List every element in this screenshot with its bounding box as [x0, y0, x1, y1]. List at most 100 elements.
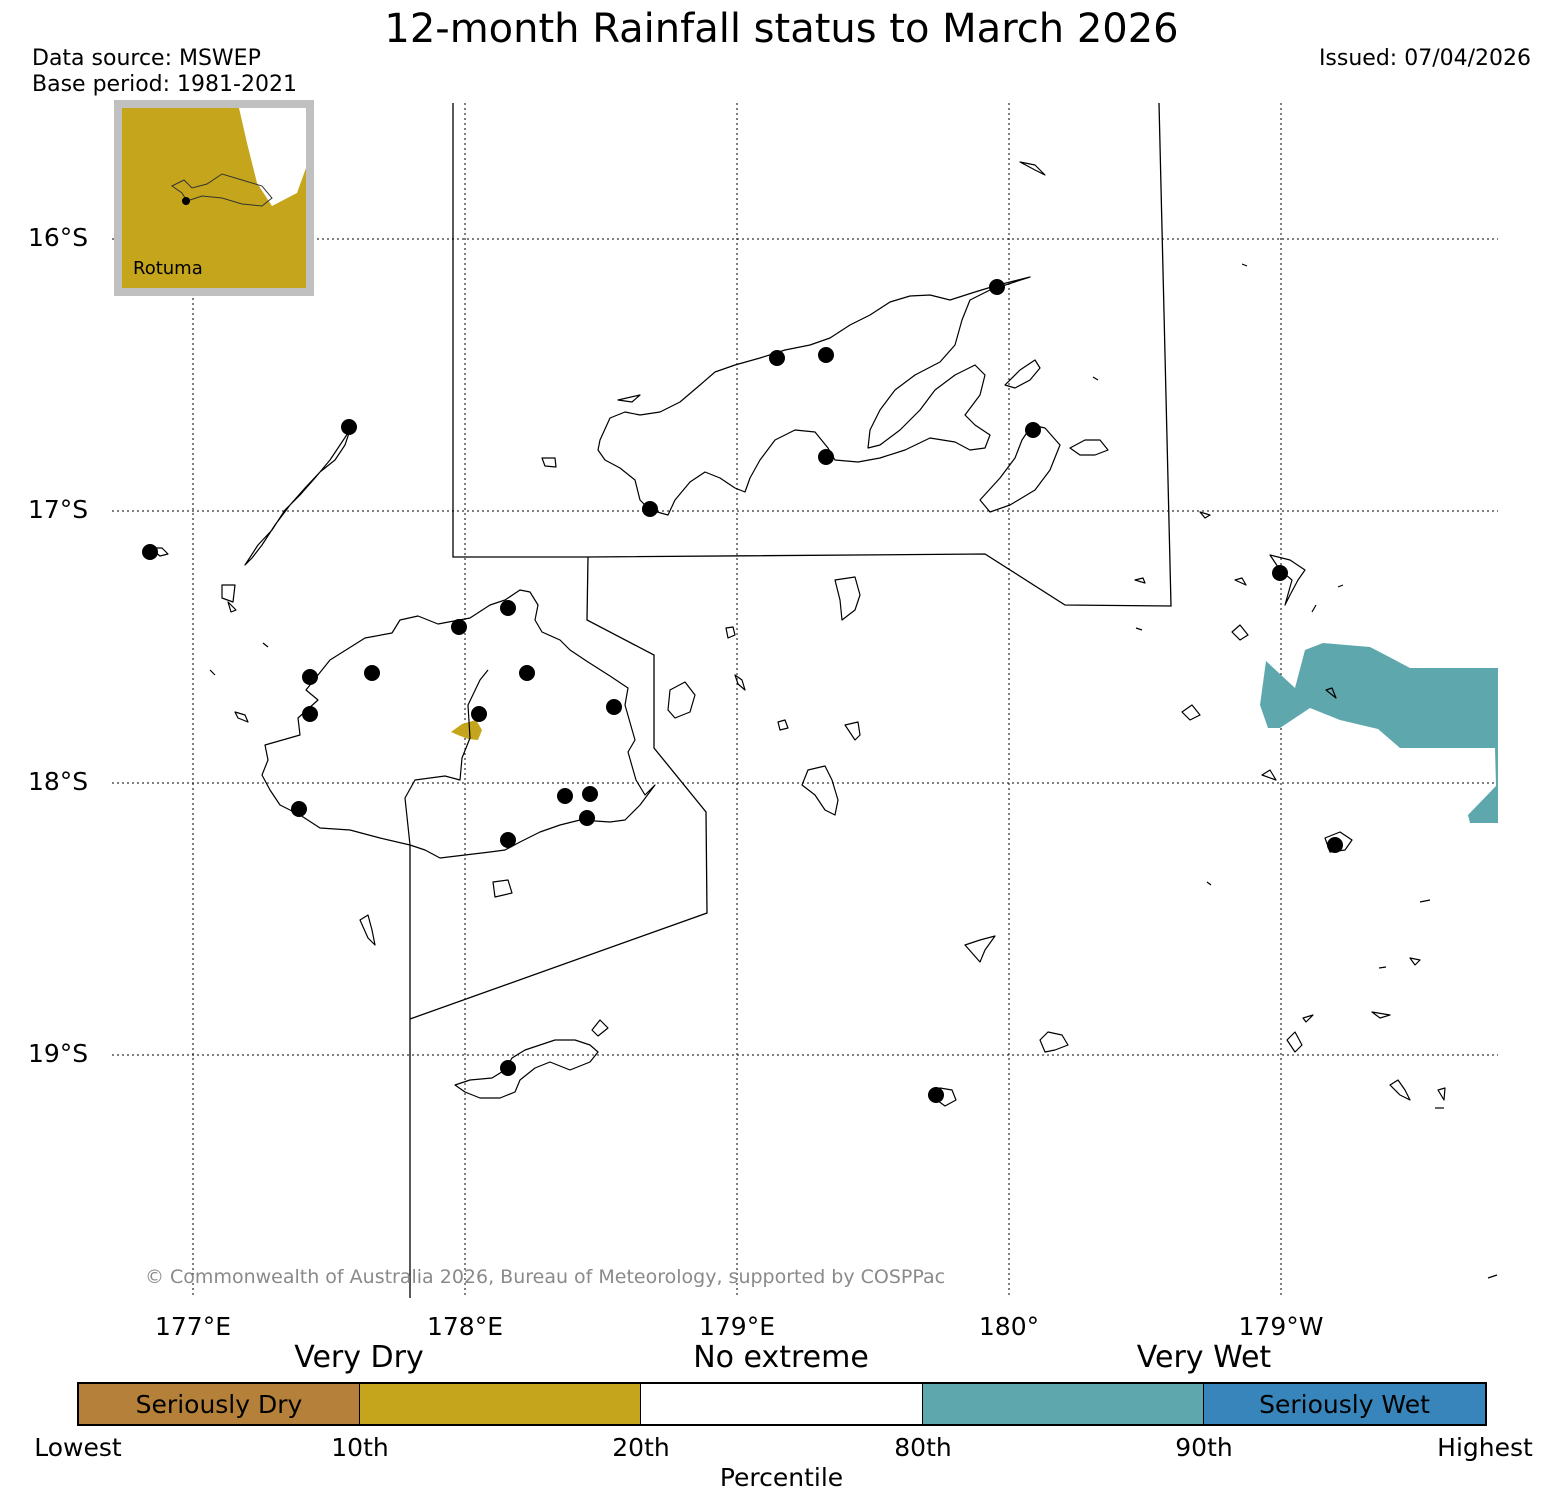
stations [142, 279, 1343, 1103]
boundary-northern [452, 102, 1172, 607]
station-marker [341, 419, 357, 435]
island-lau-11 [1302, 1014, 1314, 1023]
island-moala [964, 935, 996, 963]
legend-box-seriously-wet: Seriously Wet [1204, 1382, 1487, 1426]
island-small-6 [591, 1019, 609, 1037]
station-marker [142, 544, 158, 560]
lat-label-16s: 16°S [28, 223, 89, 252]
island-small-11 [1092, 376, 1099, 381]
station-marker [1272, 565, 1288, 581]
island-lau-12 [1199, 511, 1211, 519]
island-lau-7 [1389, 1079, 1411, 1101]
copyright-notice: © Commonwealth of Australia 2026, Bureau… [145, 1266, 946, 1288]
island-vanua-levu [597, 276, 1031, 516]
island-small-18 [1206, 881, 1212, 886]
legend-heading-very-dry: Very Dry [294, 1340, 424, 1375]
island-wakaya [734, 674, 746, 691]
coastlines [149, 161, 1498, 1279]
legend-heading-very-wet: Very Wet [1136, 1340, 1272, 1375]
island-lau-9 [1409, 957, 1421, 966]
island-small-19 [1135, 627, 1143, 631]
issued-date: Issued: 07/04/2026 [1318, 46, 1531, 71]
island-taveuni [979, 424, 1061, 513]
island-lau-13 [1134, 577, 1146, 584]
island-small-2 [227, 601, 237, 613]
inset-map-area: Rotuma [122, 108, 306, 288]
island-small-12 [1337, 584, 1344, 588]
island-vanua-balavu [1269, 554, 1306, 606]
island-koro [834, 576, 861, 621]
island-ovalau [667, 681, 696, 719]
lat-label-18s: 18°S [28, 767, 89, 796]
island-lau-6 [1286, 1031, 1303, 1053]
station-marker [1025, 422, 1041, 438]
island-lau-8 [1437, 1087, 1446, 1101]
boundary-eastern-inner [409, 556, 708, 1020]
station-marker [471, 706, 487, 722]
inset-station-marker [182, 197, 190, 205]
legend-box-label: Seriously Dry [135, 1389, 303, 1419]
island-cikobia [1019, 161, 1046, 176]
very-dry-area [451, 720, 482, 740]
island-makogai [725, 626, 736, 639]
inset-label: Rotuma [133, 258, 203, 279]
island-small-1 [221, 584, 236, 603]
station-marker [500, 600, 516, 616]
island-kadavu [454, 1039, 599, 1099]
lon-label-180: 180° [978, 1312, 1040, 1341]
source-info: Data source: MSWEP Base period: 1981-202… [32, 46, 297, 98]
station-marker [582, 786, 598, 802]
island-small-8 [1487, 1274, 1498, 1279]
station-marker [579, 810, 595, 826]
map-title: 12-month Rainfall status to March 2026 [384, 6, 1179, 52]
lon-label-178e: 178°E [426, 1312, 504, 1341]
island-small-13 [1311, 604, 1317, 613]
island-lau-1 [1181, 704, 1201, 721]
lat-label-19s: 19°S [28, 1039, 89, 1068]
island-yadua [617, 394, 641, 403]
island-totoya [1039, 1031, 1069, 1053]
station-marker [451, 619, 467, 635]
station-marker [302, 706, 318, 722]
island-nairai [844, 721, 861, 741]
inset-island-rotuma [171, 173, 273, 207]
legend-box-no-extreme [641, 1382, 923, 1426]
inset-canvas [171, 108, 306, 207]
island-small-16 [1378, 966, 1387, 969]
island-gau [801, 765, 839, 816]
legend-tick-80th: 80th [894, 1433, 952, 1462]
station-marker [989, 279, 1005, 295]
legend-heading-no-extreme: No extreme [693, 1340, 869, 1375]
island-small-4 [777, 719, 789, 731]
island-lau-5 [1234, 577, 1247, 586]
lat-label-17s: 17°S [28, 495, 89, 524]
legend-box-label: Seriously Wet [1259, 1389, 1430, 1419]
base-period: Base period: 1981-2021 [32, 72, 297, 97]
legend-box-seriously-dry: Seriously Dry [77, 1382, 360, 1426]
island-small-10 [1241, 263, 1248, 267]
lon-label-179w: 179°W [1238, 1312, 1324, 1341]
data-source: Data source: MSWEP [32, 46, 261, 71]
island-small-14 [209, 669, 216, 676]
station-marker [364, 665, 380, 681]
station-marker [1327, 837, 1343, 853]
island-qamea [1004, 359, 1041, 389]
island-viti-levu [261, 589, 656, 859]
station-marker [500, 1060, 516, 1076]
island-small-7 [234, 711, 249, 723]
island-lau-2 [1231, 624, 1249, 641]
station-marker [928, 1087, 944, 1103]
legend-tick-lowest: Lowest [34, 1433, 122, 1462]
legend-box-very-dry [360, 1382, 641, 1426]
viti-levu-interior [404, 669, 489, 846]
station-marker [642, 501, 658, 517]
station-marker [818, 449, 834, 465]
station-marker [291, 801, 307, 817]
island-small-9 [1419, 899, 1431, 903]
island-small-15 [262, 642, 269, 648]
station-marker [818, 347, 834, 363]
station-marker [606, 699, 622, 715]
island-laucala [1069, 439, 1109, 456]
inset-map-rotuma: Rotuma [114, 100, 314, 296]
legend-axis-label: Percentile [719, 1463, 844, 1492]
